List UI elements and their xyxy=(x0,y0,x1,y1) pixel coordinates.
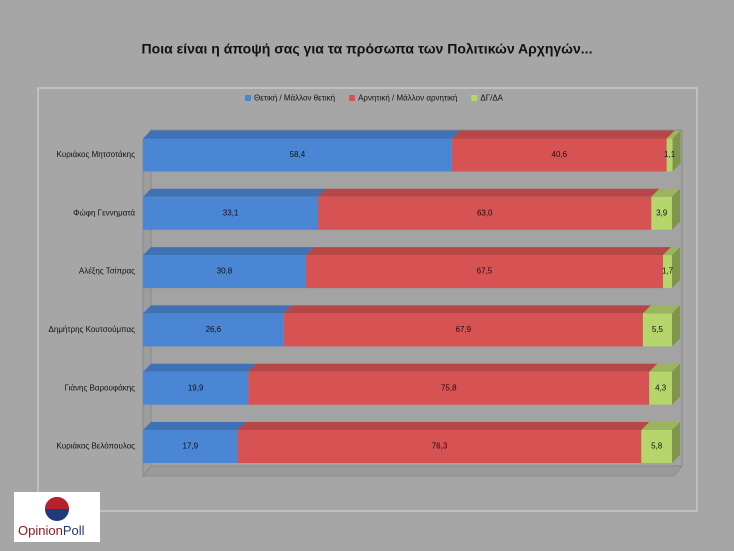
y-tick-label: Κυριάκος Μητσοτάκης xyxy=(56,150,135,159)
bar xyxy=(143,138,452,172)
bar-top xyxy=(143,247,314,256)
data-label: 1,7 xyxy=(662,267,674,276)
data-label: 5,5 xyxy=(652,325,664,334)
bar xyxy=(451,138,667,172)
logo-part: Poll xyxy=(63,523,85,538)
bar-top xyxy=(143,130,460,139)
legend-swatch xyxy=(245,95,251,101)
bar xyxy=(283,313,643,347)
data-label: 76,3 xyxy=(432,442,448,451)
data-label: 1,1 xyxy=(664,150,676,159)
chart-title: Ποια είναι η άποψή σας για τα πρόσωπα τω… xyxy=(142,41,593,57)
data-label: 63,0 xyxy=(477,208,493,217)
bar xyxy=(666,138,673,172)
bar xyxy=(143,371,249,405)
bar xyxy=(318,196,652,230)
bar-side xyxy=(672,247,680,289)
bar-top xyxy=(641,422,680,430)
bar-side xyxy=(672,305,680,347)
legend-label: Αρνητική / Μάλλον αρνητική xyxy=(358,94,457,103)
bar xyxy=(663,255,672,289)
logo-part: Opinion xyxy=(18,523,63,538)
data-label: 17,9 xyxy=(183,442,199,451)
bar xyxy=(649,371,672,405)
legend-swatch xyxy=(471,95,478,101)
bar-top xyxy=(283,305,651,314)
bar xyxy=(143,196,319,230)
data-label: 67,9 xyxy=(456,325,472,334)
bar-side xyxy=(672,422,680,463)
legend-swatch xyxy=(349,95,356,101)
bar-top xyxy=(143,188,327,197)
y-tick-label: Γιάνης Βαρουφάκης xyxy=(65,383,136,392)
bar-top xyxy=(237,422,650,430)
data-label: 67,5 xyxy=(477,267,493,276)
data-label: 75,8 xyxy=(441,383,457,392)
back-wall xyxy=(150,129,683,467)
data-label: 30,8 xyxy=(217,267,233,276)
data-label: 26,6 xyxy=(206,325,222,334)
bar-top xyxy=(143,363,257,372)
bar-top xyxy=(318,188,660,197)
bar-top xyxy=(666,130,681,139)
bar-top xyxy=(451,130,675,139)
bar-top xyxy=(143,422,246,430)
legend-label: ΔΓ/ΔΑ xyxy=(480,94,503,103)
data-label: 19,9 xyxy=(188,383,204,392)
bar-top xyxy=(651,188,680,197)
bar-top xyxy=(649,363,680,372)
bar xyxy=(237,430,642,463)
data-label: 33,1 xyxy=(223,208,239,217)
bar-top xyxy=(305,247,672,256)
data-label: 58,4 xyxy=(290,150,306,159)
bar-top xyxy=(248,363,658,372)
bar xyxy=(651,196,672,230)
floor xyxy=(141,465,684,477)
logo-half xyxy=(45,497,69,509)
data-label: 5,8 xyxy=(651,442,663,451)
bar-side xyxy=(672,363,680,405)
bar xyxy=(143,430,238,463)
y-tick-label: Φώφη Γεννηματά xyxy=(73,208,135,217)
bar xyxy=(248,371,650,405)
data-label: 3,9 xyxy=(656,208,668,217)
y-tick-label: Δημήτρης Κουτσούμπας xyxy=(49,325,136,334)
data-label: 40,6 xyxy=(552,150,568,159)
bar-top xyxy=(663,247,680,256)
bar xyxy=(143,255,306,289)
y-tick-label: Κυριάκος Βελόπουλος xyxy=(56,442,135,451)
bar xyxy=(641,430,672,463)
bar xyxy=(143,313,284,347)
bar xyxy=(642,313,672,347)
y-tick-label: Αλέξης Τσίπρας xyxy=(79,267,135,276)
legend-label: Θετική / Μάλλον θετική xyxy=(254,94,335,103)
data-label: 4,3 xyxy=(655,383,667,392)
bar-top xyxy=(143,305,292,314)
bar-top xyxy=(642,305,680,314)
bar xyxy=(305,255,664,289)
bar-side xyxy=(672,130,681,172)
logo-text: OpinionPoll xyxy=(18,523,85,538)
bar-side xyxy=(672,188,680,230)
